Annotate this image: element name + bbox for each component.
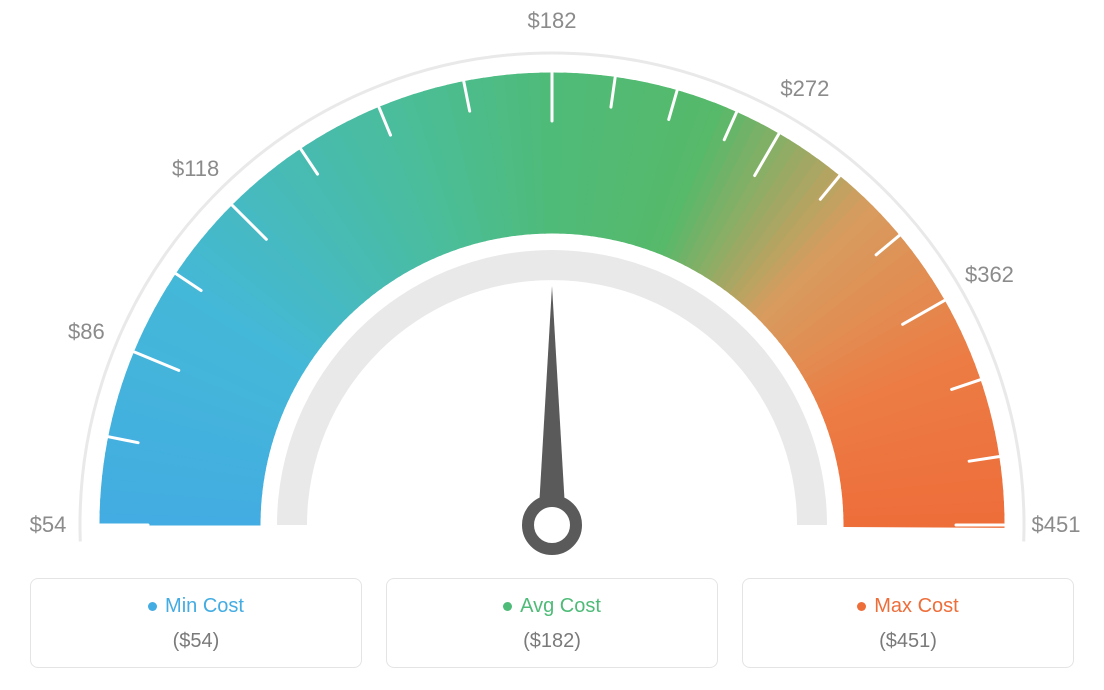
legend-text-avg: Avg Cost xyxy=(520,595,601,618)
legend-text-min: Min Cost xyxy=(165,595,244,618)
legend-text-max: Max Cost xyxy=(874,595,958,618)
chart-container: $54 $86 $118 $182 $272 $362 $451 Min Cost ($54… xyxy=(0,0,1104,690)
gauge-tick-label: $54 xyxy=(30,512,67,538)
legend-card-max: Max Cost ($451) xyxy=(742,578,1074,668)
gauge-svg xyxy=(0,0,1104,560)
legend-label-max: Max Cost xyxy=(753,595,1063,618)
gauge-tick-label: $182 xyxy=(528,8,577,34)
gauge-tick-label: $118 xyxy=(172,156,219,182)
legend-label-avg: Avg Cost xyxy=(397,595,707,618)
legend-dot-avg xyxy=(503,602,512,611)
gauge-tick-label: $362 xyxy=(965,262,1014,288)
legend-card-avg: Avg Cost ($182) xyxy=(386,578,718,668)
legend-value-min: ($54) xyxy=(41,630,351,653)
legend-label-min: Min Cost xyxy=(41,595,351,618)
legend-row: Min Cost ($54) Avg Cost ($182) Max Cost … xyxy=(30,578,1074,668)
gauge-tick-label: $451 xyxy=(1032,512,1081,538)
legend-dot-min xyxy=(148,602,157,611)
legend-dot-max xyxy=(857,602,866,611)
legend-value-max: ($451) xyxy=(753,630,1063,653)
legend-value-avg: ($182) xyxy=(397,630,707,653)
gauge-tick-label: $86 xyxy=(68,319,105,345)
gauge-tick-label: $272 xyxy=(780,76,829,102)
legend-card-min: Min Cost ($54) xyxy=(30,578,362,668)
gauge-area: $54 $86 $118 $182 $272 $362 $451 xyxy=(0,0,1104,560)
